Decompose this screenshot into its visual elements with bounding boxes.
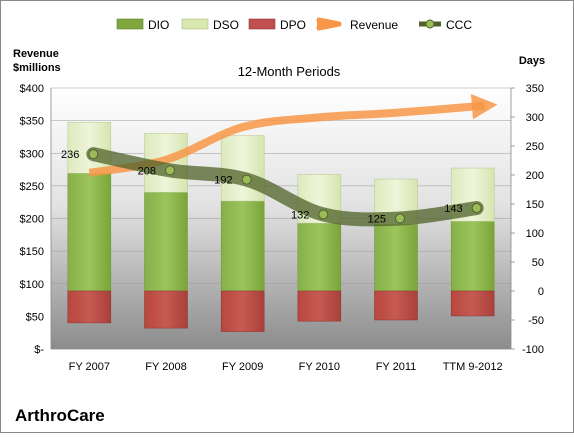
right-tick-label: 0 bbox=[538, 286, 544, 298]
bar-dpo bbox=[374, 290, 418, 321]
right-axis-title: Days bbox=[519, 55, 545, 67]
left-tick-label: $200 bbox=[20, 214, 44, 226]
x-tick-label: FY 2011 bbox=[376, 361, 417, 373]
ccc-marker bbox=[165, 165, 175, 176]
left-tick-label: $350 bbox=[20, 116, 44, 128]
right-tick-label: 100 bbox=[526, 228, 544, 240]
legend-dpo: DPO bbox=[248, 18, 306, 32]
x-tick-label: TTM 9-2012 bbox=[443, 361, 503, 373]
left-axis-title-line2: $millions bbox=[13, 62, 61, 74]
ccc-marker bbox=[318, 209, 329, 220]
legend-dio-swatch bbox=[116, 18, 144, 30]
bar-dio bbox=[450, 221, 495, 292]
ccc-line bbox=[86, 147, 484, 227]
ccc-marker bbox=[395, 213, 405, 224]
left-tick-label: $250 bbox=[20, 181, 44, 193]
ccc-data-label: 192 bbox=[214, 175, 232, 187]
bar-dpo bbox=[297, 290, 342, 322]
legend-dso-swatch bbox=[181, 18, 209, 30]
left-tick-label: $150 bbox=[20, 246, 44, 258]
chart-title: 12-Month Periods bbox=[238, 64, 341, 79]
bar-dio bbox=[374, 224, 418, 292]
bar-dio bbox=[67, 173, 112, 292]
right-tick-label: 150 bbox=[526, 199, 544, 211]
legend-dso: DSO bbox=[181, 18, 239, 32]
bar-dio bbox=[220, 200, 265, 292]
left-tick-label: $400 bbox=[20, 83, 44, 95]
bar-dpo bbox=[220, 290, 265, 332]
right-tick-label: 300 bbox=[526, 112, 544, 124]
ccc-marker bbox=[88, 149, 99, 160]
legend-dpo-swatch bbox=[248, 18, 276, 30]
ccc-data-label: 125 bbox=[368, 214, 386, 226]
legend-ccc-marker bbox=[425, 19, 435, 29]
left-tick-label: $100 bbox=[20, 279, 44, 291]
ccc-data-label: 132 bbox=[291, 209, 309, 221]
bar-dpo bbox=[67, 290, 112, 324]
right-tick-label: -100 bbox=[522, 344, 544, 356]
right-tick-label: -50 bbox=[528, 315, 544, 327]
legend-dio-label: DIO bbox=[148, 18, 169, 32]
revenue-line bbox=[88, 93, 498, 177]
legend-ccc: CCC bbox=[419, 18, 472, 32]
ccc-data-label: 208 bbox=[138, 165, 156, 177]
ccc-series: 236 208 192 132 125 143 bbox=[61, 147, 484, 227]
legend-ccc-label: CCC bbox=[446, 18, 472, 32]
legend-revenue-label: Revenue bbox=[350, 18, 398, 32]
right-tick-label: 250 bbox=[526, 141, 544, 153]
revenue-series bbox=[88, 93, 498, 177]
legend-revenue-arrow bbox=[316, 17, 342, 31]
left-tick-label: $50 bbox=[26, 311, 44, 323]
ccc-marker bbox=[471, 203, 482, 214]
left-tick-label: $- bbox=[34, 344, 44, 356]
right-tick-label: 350 bbox=[526, 83, 544, 95]
left-axis-title-line1: Revenue bbox=[13, 48, 59, 60]
bar-dio bbox=[297, 222, 342, 292]
bar-dpo bbox=[144, 290, 188, 329]
legend-dio: DIO bbox=[116, 18, 169, 32]
legend-dpo-label: DPO bbox=[280, 18, 306, 32]
right-tick-label: 50 bbox=[532, 257, 544, 269]
x-tick-label: FY 2008 bbox=[145, 361, 186, 373]
axes: $- $50 $100 $150 $200 $250 $300 $350 $400 -100 -50… bbox=[20, 83, 544, 373]
right-tick-label: 200 bbox=[526, 170, 544, 182]
legend-dso-label: DSO bbox=[213, 18, 239, 32]
bar-dso bbox=[67, 121, 112, 174]
ccc-marker bbox=[241, 174, 252, 185]
bar-dpo bbox=[450, 290, 495, 317]
bar-dio bbox=[144, 192, 188, 292]
company-name: ArthroCare bbox=[15, 406, 105, 425]
x-tick-label: FY 2007 bbox=[69, 361, 110, 373]
x-tick-label: FY 2010 bbox=[299, 361, 340, 373]
ccc-data-label: 236 bbox=[61, 149, 79, 161]
x-tick-label: FY 2009 bbox=[222, 361, 263, 373]
legend-revenue: Revenue bbox=[316, 17, 398, 32]
legend: DIO DSO DPO Revenue CCC bbox=[116, 17, 472, 32]
ccc-data-label: 143 bbox=[444, 203, 462, 215]
left-tick-label: $300 bbox=[20, 148, 44, 160]
